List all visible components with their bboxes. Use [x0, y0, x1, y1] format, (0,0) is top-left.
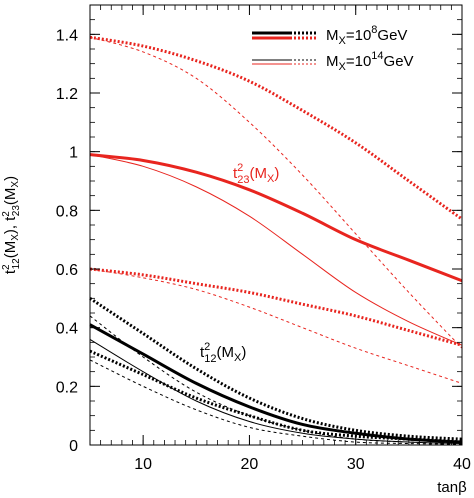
- plot-frame: [89, 4, 463, 446]
- axis-ticks: 0 0.2 0.4 0.6 0.8 1 1.2 1.4 10 20 30 40: [56, 4, 471, 473]
- x-tick-label: 40: [453, 456, 471, 473]
- series-line-t12-thick-dotted-7: [89, 297, 463, 441]
- series-lines: [89, 35, 463, 445]
- x-axis-title: tanβ: [437, 479, 467, 496]
- annotation-t12: t2 12(MX): [200, 341, 246, 365]
- y-tick-label: 0.2: [56, 379, 78, 396]
- y-tick-label: 1: [69, 145, 78, 162]
- series-line-t23-thick-dotted-1: [89, 35, 463, 221]
- y-tick-label: 0.6: [56, 262, 78, 279]
- annotation-t23: t2 23(MX): [233, 162, 279, 186]
- series-line-t23-thin-dotted-4: [89, 36, 463, 349]
- y-tick-label: 0: [69, 438, 78, 455]
- series-line-t12-thin-dotted-10: [89, 315, 463, 445]
- y-tick-label: 0.4: [56, 321, 78, 338]
- x-tick-label: 10: [134, 456, 152, 473]
- series-line-t12-thin-dotted-11: [89, 359, 463, 445]
- y-tick-label: 1.4: [56, 27, 78, 44]
- series-line-t12-thin-solid-9: [89, 338, 463, 445]
- x-tick-label: 30: [347, 456, 365, 473]
- x-tick-label: 20: [241, 456, 259, 473]
- series-line-t23-thin-solid-3: [89, 154, 463, 346]
- y-tick-label: 1.2: [56, 86, 78, 103]
- legend: MX=108GeV MX=1014GeV: [252, 24, 414, 73]
- y-axis-title: t212(MX),t223(MX): [1, 176, 22, 274]
- legend-entry-1: MX=108GeV: [252, 24, 407, 47]
- legend-label-2: MX=1014GeV: [326, 50, 414, 73]
- series-line-t12-thick-dotted-8: [89, 349, 463, 444]
- legend-entry-2: MX=1014GeV: [252, 50, 414, 73]
- y-tick-label: 0.8: [56, 203, 78, 220]
- series-line-t23-thick-dotted-2: [89, 267, 463, 347]
- series-line-t23-thin-dotted-5: [89, 268, 463, 384]
- series-line-t23-thick-solid-0: [89, 153, 463, 283]
- legend-label-1: MX=108GeV: [326, 24, 407, 47]
